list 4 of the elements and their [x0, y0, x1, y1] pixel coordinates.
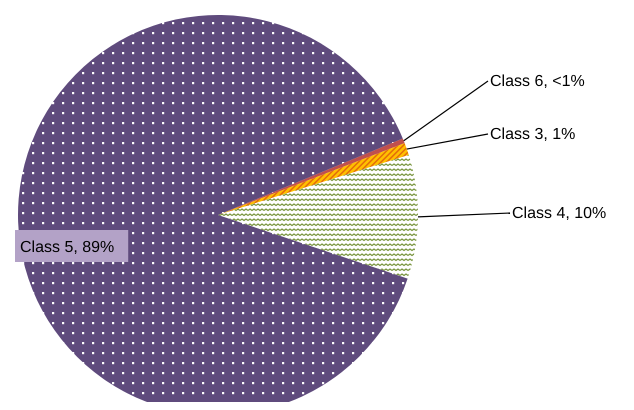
slice-label: Class 5, 89%: [20, 239, 114, 256]
slice-label: Class 4, 10%: [512, 205, 606, 222]
slice-label: Class 6, <1%: [490, 73, 585, 90]
slice-label: Class 3, 1%: [490, 126, 576, 143]
